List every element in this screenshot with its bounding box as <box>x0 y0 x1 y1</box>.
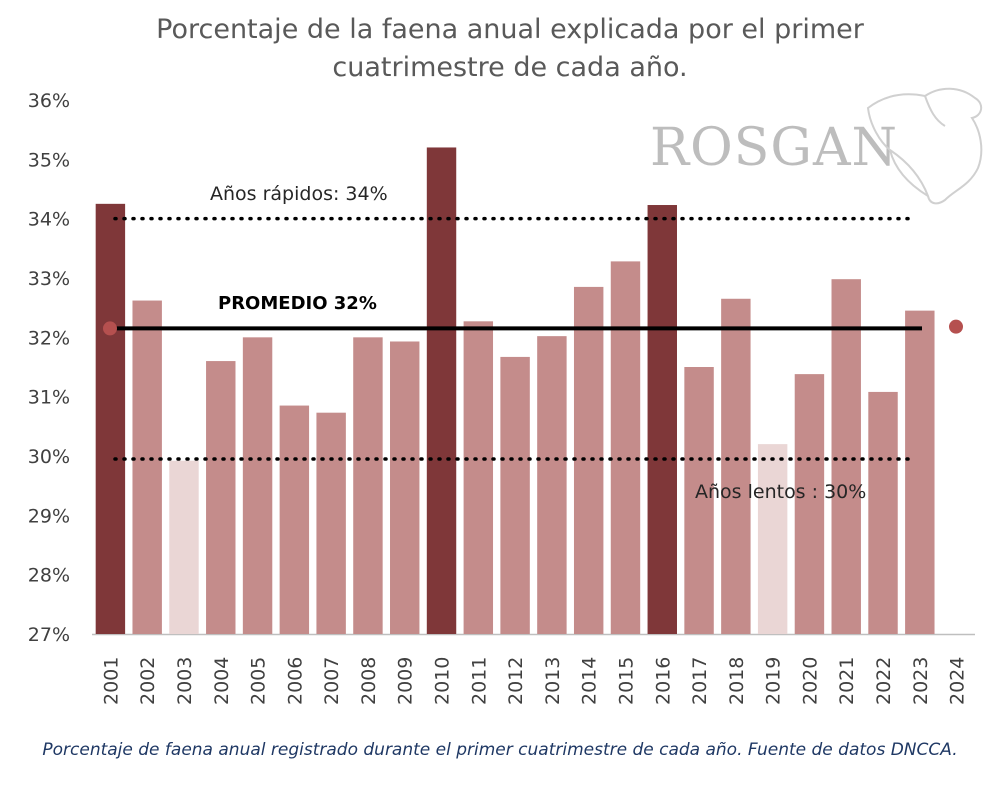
bar-2022 <box>868 391 898 634</box>
x-tick-label: 2001 <box>100 657 122 705</box>
bar-2020 <box>794 374 825 634</box>
bar-2014 <box>573 286 604 634</box>
x-tick-label: 2013 <box>542 657 564 705</box>
x-tick-label: 2024 <box>947 657 969 705</box>
bar-2008 <box>353 337 383 634</box>
slow-years-label: Años lentos : 30% <box>695 481 866 503</box>
x-tick-label: 2008 <box>358 657 380 705</box>
x-tick-label: 2007 <box>321 657 343 705</box>
bar-2023 <box>905 310 935 634</box>
x-tick-label: 2009 <box>395 657 417 705</box>
marker-2001 <box>103 321 117 336</box>
x-tick-label: 2010 <box>432 657 454 705</box>
bar-2012 <box>500 356 530 634</box>
y-tick-label: 35% <box>28 149 70 171</box>
chart-title-line-2: cuatrimestre de cada año. <box>332 52 688 83</box>
y-tick-label: 31% <box>28 387 70 409</box>
bar-2011 <box>463 321 494 634</box>
bar-2002 <box>132 300 162 634</box>
y-tick-label: 28% <box>28 565 70 587</box>
x-tick-label: 2004 <box>211 657 233 705</box>
x-tick-label: 2011 <box>468 657 490 705</box>
x-tick-label: 2002 <box>137 657 159 705</box>
bar-2007 <box>316 412 346 634</box>
bar-chart: 27% 28% 29% 30% 31% 32% 33% 34% 35% 36% 2001 2002 2… <box>28 87 983 705</box>
bar-2010 <box>426 147 457 634</box>
x-tick-label: 2014 <box>579 657 601 705</box>
bar-2018 <box>721 298 751 634</box>
x-tick-label: 2006 <box>284 657 306 705</box>
bar-2021 <box>831 279 861 634</box>
y-tick-label: 33% <box>28 268 70 290</box>
marker-2024 <box>949 319 963 334</box>
x-tick-label: 2023 <box>910 657 932 705</box>
y-tick-label: 30% <box>28 446 70 468</box>
bar-2016 <box>647 205 677 634</box>
bar-2013 <box>537 336 567 634</box>
x-tick-label: 2021 <box>836 657 858 705</box>
fast-years-label: Años rápidos: 34% <box>210 183 388 205</box>
x-tick-label: 2016 <box>652 657 674 705</box>
x-tick-label: 2012 <box>505 657 527 705</box>
bar-2015 <box>610 261 641 634</box>
y-tick-label: 27% <box>28 624 70 646</box>
bar-2001 <box>95 203 126 635</box>
bar-2006 <box>279 405 310 634</box>
y-tick-label: 32% <box>28 327 70 349</box>
y-tick-label: 34% <box>28 209 70 231</box>
x-tick-label: 2005 <box>248 657 270 705</box>
bar-2005 <box>242 337 273 634</box>
y-tick-label: 36% <box>28 90 70 112</box>
average-label: PROMEDIO 32% <box>218 293 377 314</box>
bull-logo-icon <box>866 87 983 205</box>
x-tick-label: 2017 <box>689 657 711 705</box>
x-tick-label: 2019 <box>763 657 785 705</box>
bar-2019 <box>757 444 788 634</box>
chart-title-line-1: Porcentaje de la faena anual explicada p… <box>156 14 864 45</box>
y-tick-label: 29% <box>28 505 70 527</box>
x-tick-label: 2022 <box>873 657 895 705</box>
bar-2009 <box>390 341 420 634</box>
x-tick-label: 2018 <box>726 657 748 705</box>
chart-caption: Porcentaje de faena anual registrado dur… <box>42 740 958 760</box>
bar-2003 <box>169 460 199 634</box>
x-tick-label: 2003 <box>174 657 196 705</box>
bar-2017 <box>684 367 714 634</box>
x-tick-label: 2020 <box>799 657 821 705</box>
rosgan-watermark-logo: ROSGAN <box>650 118 898 178</box>
bar-2004 <box>206 361 236 634</box>
x-tick-label: 2015 <box>615 657 637 705</box>
